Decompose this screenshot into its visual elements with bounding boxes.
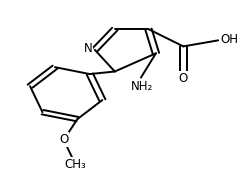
Text: O: O [179, 72, 188, 85]
Text: O: O [59, 133, 68, 146]
Text: NH₂: NH₂ [131, 80, 153, 93]
Text: CH₃: CH₃ [64, 158, 86, 171]
Text: O: O [59, 133, 68, 146]
Text: N: N [84, 42, 92, 55]
Text: OH: OH [221, 33, 239, 46]
